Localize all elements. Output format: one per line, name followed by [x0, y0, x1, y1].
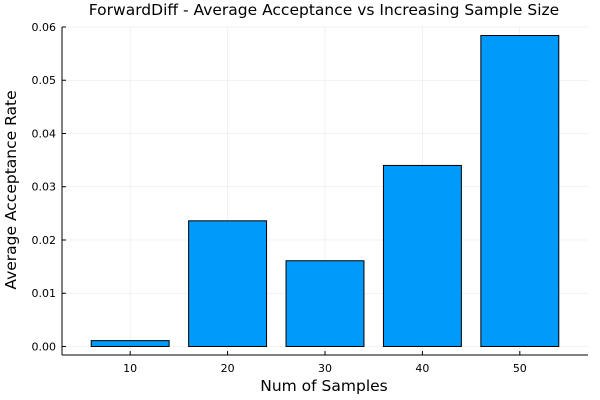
bar-10: [90, 340, 170, 347]
x-tick-label: 40: [415, 362, 429, 375]
y-tick-label: 0.00: [32, 340, 57, 353]
x-tick-label: 20: [221, 362, 235, 375]
y-tick-label: 0.03: [32, 181, 57, 194]
x-tick-label: 30: [318, 362, 332, 375]
x-axis-label: Num of Samples: [260, 377, 388, 395]
y-ticks: 0.00 0.01 0.02 0.03 0.04 0.05 0.06: [32, 21, 66, 353]
y-axis-label: Average Acceptance Rate: [2, 90, 20, 289]
chart-title: ForwardDiff - Average Acceptance vs Incr…: [89, 1, 559, 19]
bar-20: [188, 220, 268, 347]
y-tick-label: 0.06: [32, 21, 57, 34]
y-tick-label: 0.01: [32, 287, 57, 300]
bars: [90, 35, 560, 347]
y-tick-label: 0.05: [32, 74, 57, 87]
bar-30: [285, 260, 365, 347]
bar-40: [382, 164, 462, 347]
bar-50: [480, 35, 560, 347]
x-tick-label: 50: [513, 362, 527, 375]
y-tick-label: 0.04: [32, 127, 57, 140]
y-tick-label: 0.02: [32, 234, 57, 247]
x-ticks: 10 20 30 40 50: [123, 351, 527, 375]
x-tick-label: 10: [123, 362, 137, 375]
